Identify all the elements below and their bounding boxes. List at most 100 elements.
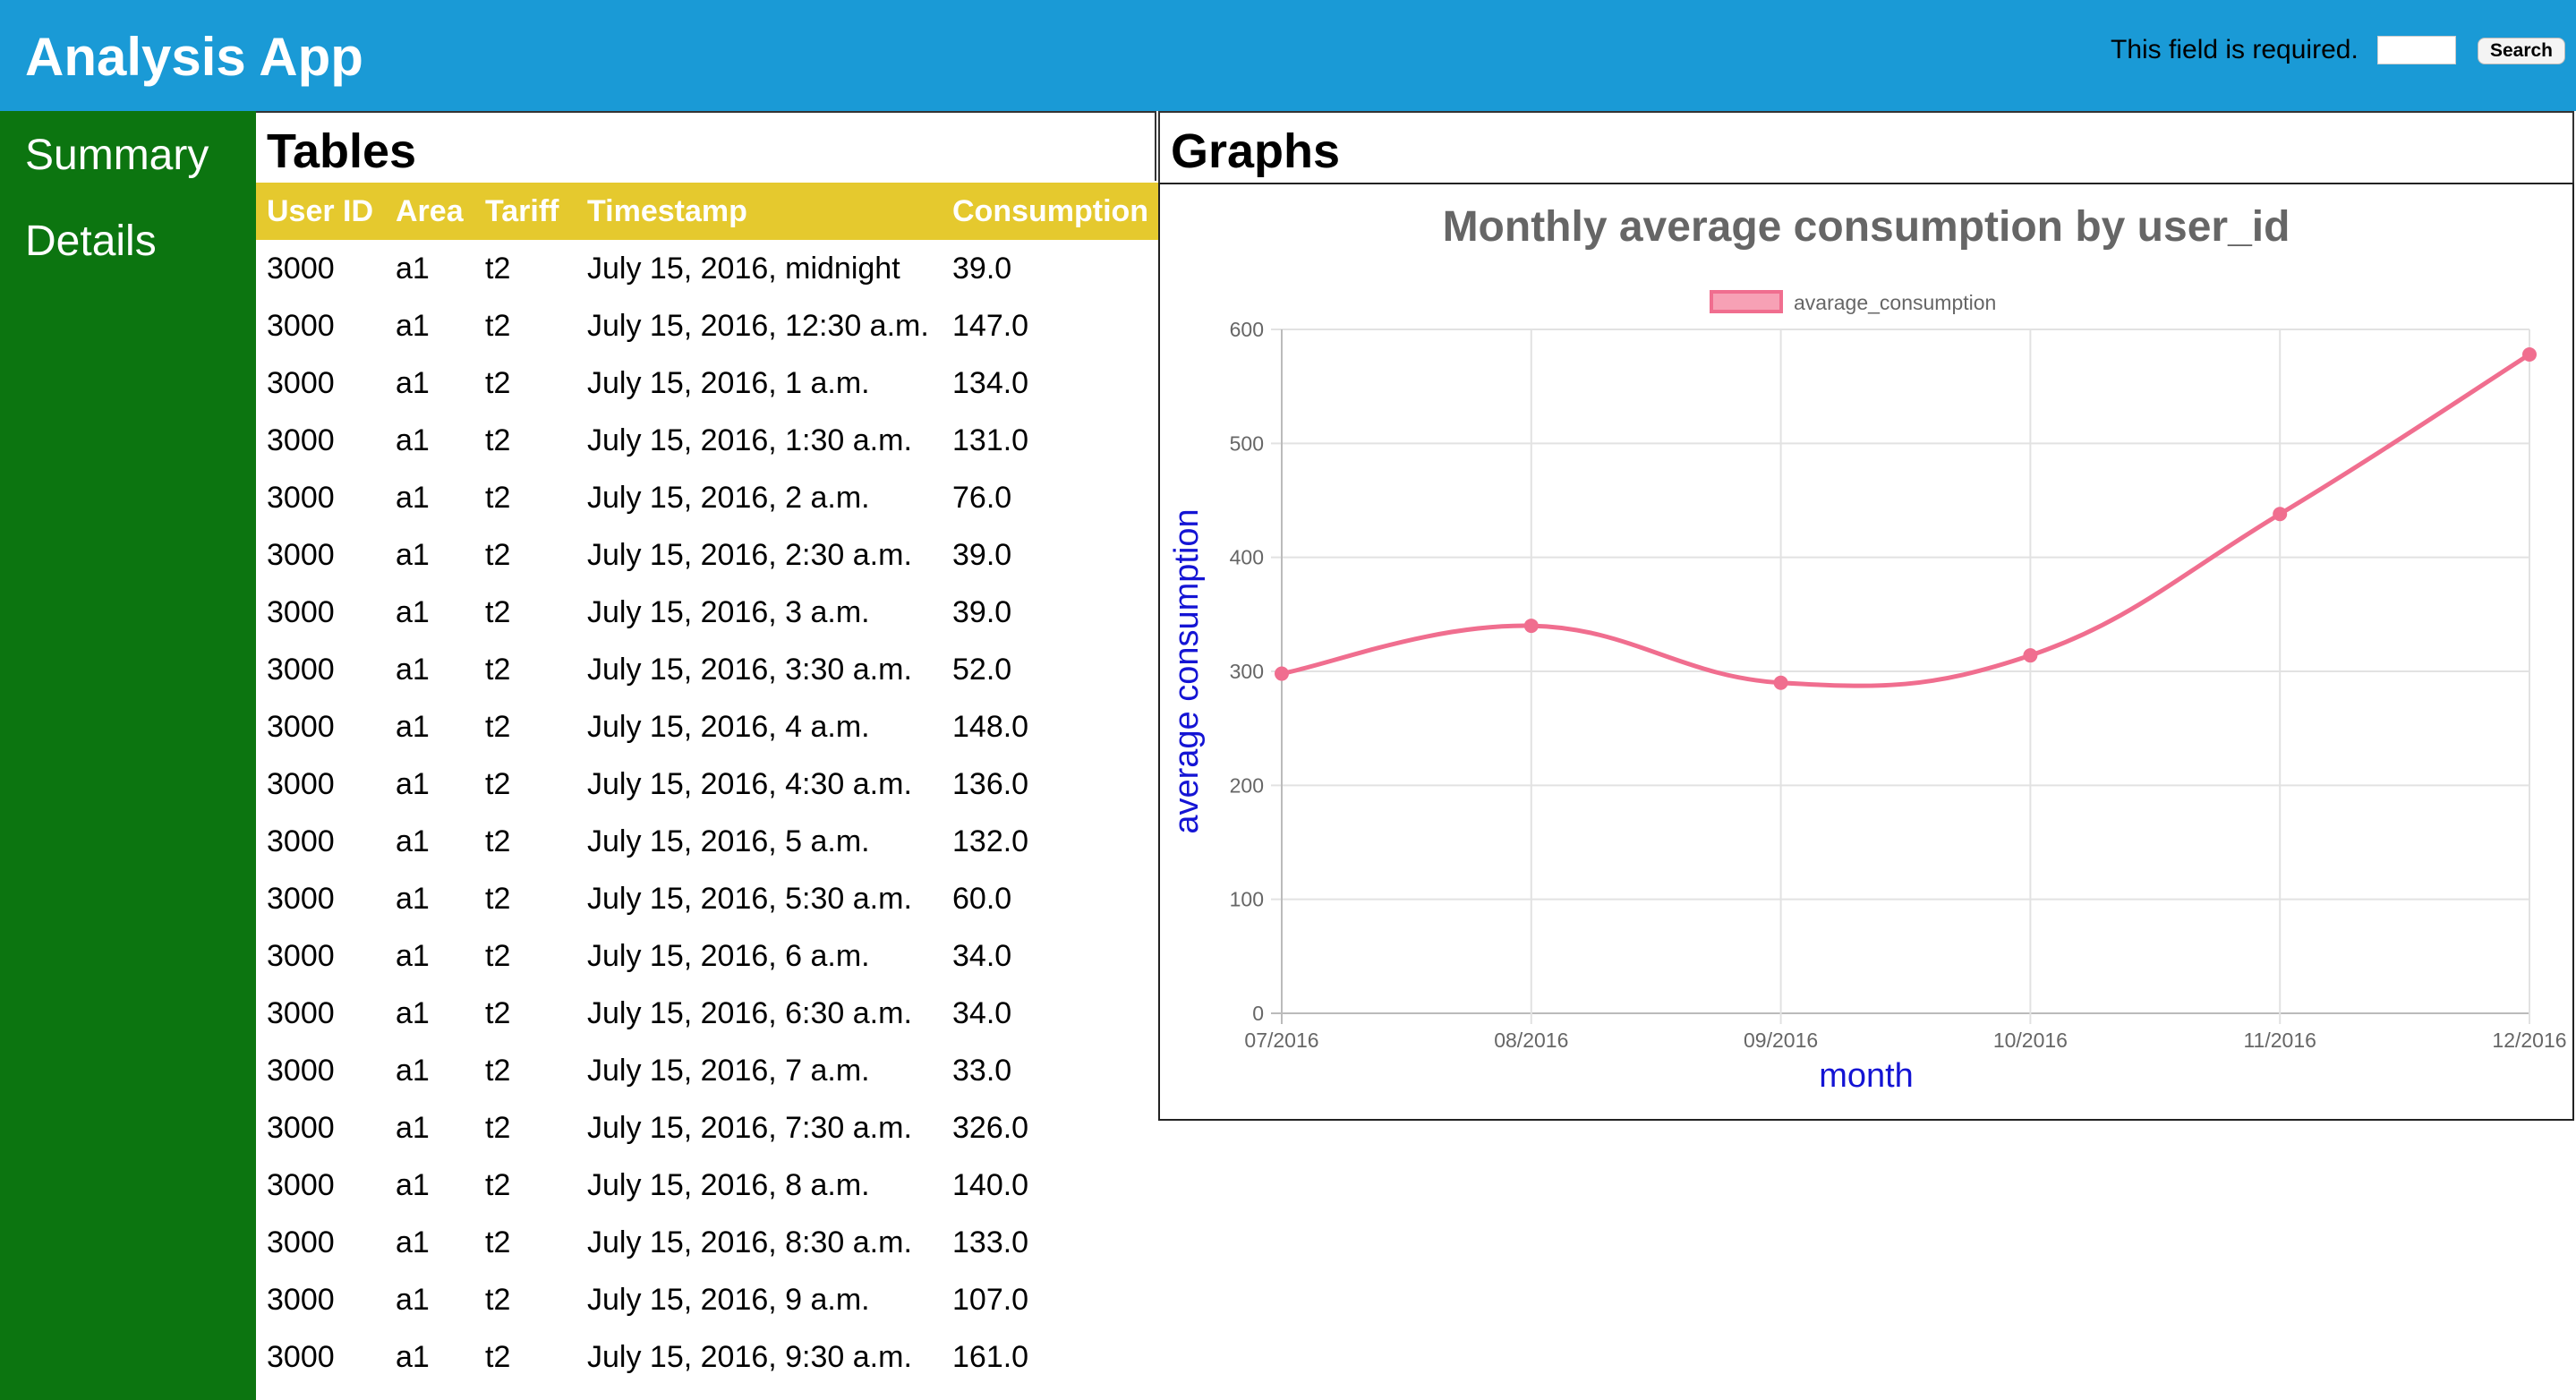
cell-tariff: t2 [485,251,511,286]
graphs-title-bar: Graphs [1158,111,2574,183]
data-point [2273,507,2288,522]
y-axis-title: average consumption [1168,508,1206,833]
cell-user-id: 3000 [267,308,335,343]
table-row: 3000 a1 t2 July 15, 2016, 5 a.m. 132.0 [256,813,1158,870]
cell-consumption: 34.0 [952,995,1012,1030]
x-axis-title: month [1819,1057,1914,1095]
search-input[interactable] [2377,36,2456,64]
cell-user-id: 3000 [267,995,335,1030]
tables-title-bar: Tables [256,111,1156,181]
cell-consumption: 161.0 [952,1339,1029,1374]
cell-consumption: 52.0 [952,652,1012,687]
y-tick-label: 500 [1230,431,1264,455]
table-row: 3000 a1 t2 July 15, 2016, midnight 39.0 [256,240,1158,297]
cell-consumption: 133.0 [952,1225,1029,1259]
line-chart: Monthly average consumption by user_idav… [1168,203,2567,1095]
cell-timestamp: July 15, 2016, 8:30 a.m. [587,1225,912,1259]
cell-timestamp: July 15, 2016, 7 a.m. [587,1053,870,1088]
cell-tariff: t2 [485,995,511,1030]
cell-user-id: 3000 [267,480,335,515]
cell-tariff: t2 [485,480,511,515]
table-row: 3000 a1 t2 July 15, 2016, 2 a.m. 76.0 [256,469,1158,526]
data-point [1523,619,1539,634]
table-row: 3000 a1 t2 July 15, 2016, 6 a.m. 34.0 [256,927,1158,985]
cell-consumption: 34.0 [952,938,1012,973]
cell-user-id: 3000 [267,766,335,801]
cell-consumption: 134.0 [952,365,1029,400]
cell-timestamp: July 15, 2016, 1 a.m. [587,365,870,400]
cell-tariff: t2 [485,1053,511,1088]
table-row: 3000 a1 t2 July 15, 2016, 12:30 a.m. 147.0 [256,297,1158,354]
cell-tariff: t2 [485,1339,511,1374]
y-tick-label: 0 [1252,1002,1264,1025]
cell-consumption: 39.0 [952,594,1012,629]
cell-consumption: 76.0 [952,480,1012,515]
cell-user-id: 3000 [267,251,335,286]
cell-timestamp: July 15, 2016, 2:30 a.m. [587,537,912,572]
table-body: 3000 a1 t2 July 15, 2016, midnight 39.0 3000 a… [256,240,1158,1386]
cell-user-id: 3000 [267,1282,335,1317]
cell-user-id: 3000 [267,652,335,687]
sidebar-item-summary[interactable]: Summary [25,132,209,179]
table-row: 3000 a1 t2 July 15, 2016, 5:30 a.m. 60.0 [256,870,1158,927]
data-point [1275,666,1289,681]
table-row: 3000 a1 t2 July 15, 2016, 3 a.m. 39.0 [256,584,1158,641]
cell-timestamp: July 15, 2016, 9 a.m. [587,1282,870,1317]
column-header-consumption: Consumption [942,183,1158,240]
cell-timestamp: July 15, 2016, 3 a.m. [587,594,870,629]
table-row: 3000 a1 t2 July 15, 2016, 1:30 a.m. 131.0 [256,412,1158,469]
cell-area: a1 [396,1110,430,1145]
search-button[interactable]: Search [2478,38,2565,64]
column-header-user-id: User ID [256,183,385,240]
graphs-title: Graphs [1171,124,1341,178]
cell-tariff: t2 [485,1167,511,1202]
sidebar-item-details[interactable]: Details [25,218,157,265]
cell-user-id: 3000 [267,537,335,572]
cell-area: a1 [396,251,430,286]
cell-area: a1 [396,1282,430,1317]
cell-area: a1 [396,537,430,572]
table-row: 3000 a1 t2 July 15, 2016, 9 a.m. 107.0 [256,1271,1158,1328]
cell-tariff: t2 [485,423,511,457]
cell-area: a1 [396,938,430,973]
cell-user-id: 3000 [267,1225,335,1259]
cell-tariff: t2 [485,709,511,744]
cell-consumption: 39.0 [952,537,1012,572]
table-row: 3000 a1 t2 July 15, 2016, 4:30 a.m. 136.0 [256,755,1158,813]
table-row: 3000 a1 t2 July 15, 2016, 3:30 a.m. 52.0 [256,641,1158,698]
cell-tariff: t2 [485,594,511,629]
cell-timestamp: July 15, 2016, 9:30 a.m. [587,1339,912,1374]
cell-user-id: 3000 [267,594,335,629]
cell-timestamp: July 15, 2016, 1:30 a.m. [587,423,912,457]
cell-timestamp: July 15, 2016, 12:30 a.m. [587,308,929,343]
cell-user-id: 3000 [267,938,335,973]
x-tick-label: 12/2016 [2492,1029,2566,1052]
x-tick-label: 10/2016 [1993,1029,2068,1052]
cell-user-id: 3000 [267,1110,335,1145]
cell-consumption: 136.0 [952,766,1029,801]
cell-consumption: 131.0 [952,423,1029,457]
cell-tariff: t2 [485,308,511,343]
cell-area: a1 [396,423,430,457]
cell-consumption: 148.0 [952,709,1029,744]
cell-tariff: t2 [485,1110,511,1145]
cell-timestamp: July 15, 2016, 5 a.m. [587,824,870,858]
graphs-panel: Graphs Monthly average consumption by us… [1158,111,2576,1400]
y-tick-label: 200 [1230,773,1264,797]
cell-area: a1 [396,881,430,916]
data-table: User ID Area Tariff Timestamp Consumptio… [256,183,1158,1386]
cell-consumption: 147.0 [952,308,1029,343]
cell-tariff: t2 [485,365,511,400]
table-row: 3000 a1 t2 July 15, 2016, 7 a.m. 33.0 [256,1042,1158,1099]
chart-container: Monthly average consumption by user_id av… [1158,183,2574,1121]
cell-consumption: 60.0 [952,881,1012,916]
app-header: Analysis App This field is required. Sea… [0,0,2576,111]
cell-area: a1 [396,709,430,744]
cell-timestamp: July 15, 2016, 4:30 a.m. [587,766,912,801]
legend-swatch [1710,290,1783,313]
column-header-timestamp: Timestamp [576,183,942,240]
cell-area: a1 [396,308,430,343]
cell-timestamp: July 15, 2016, 7:30 a.m. [587,1110,912,1145]
table-row: 3000 a1 t2 July 15, 2016, 1 a.m. 134.0 [256,354,1158,412]
cell-tariff: t2 [485,1225,511,1259]
